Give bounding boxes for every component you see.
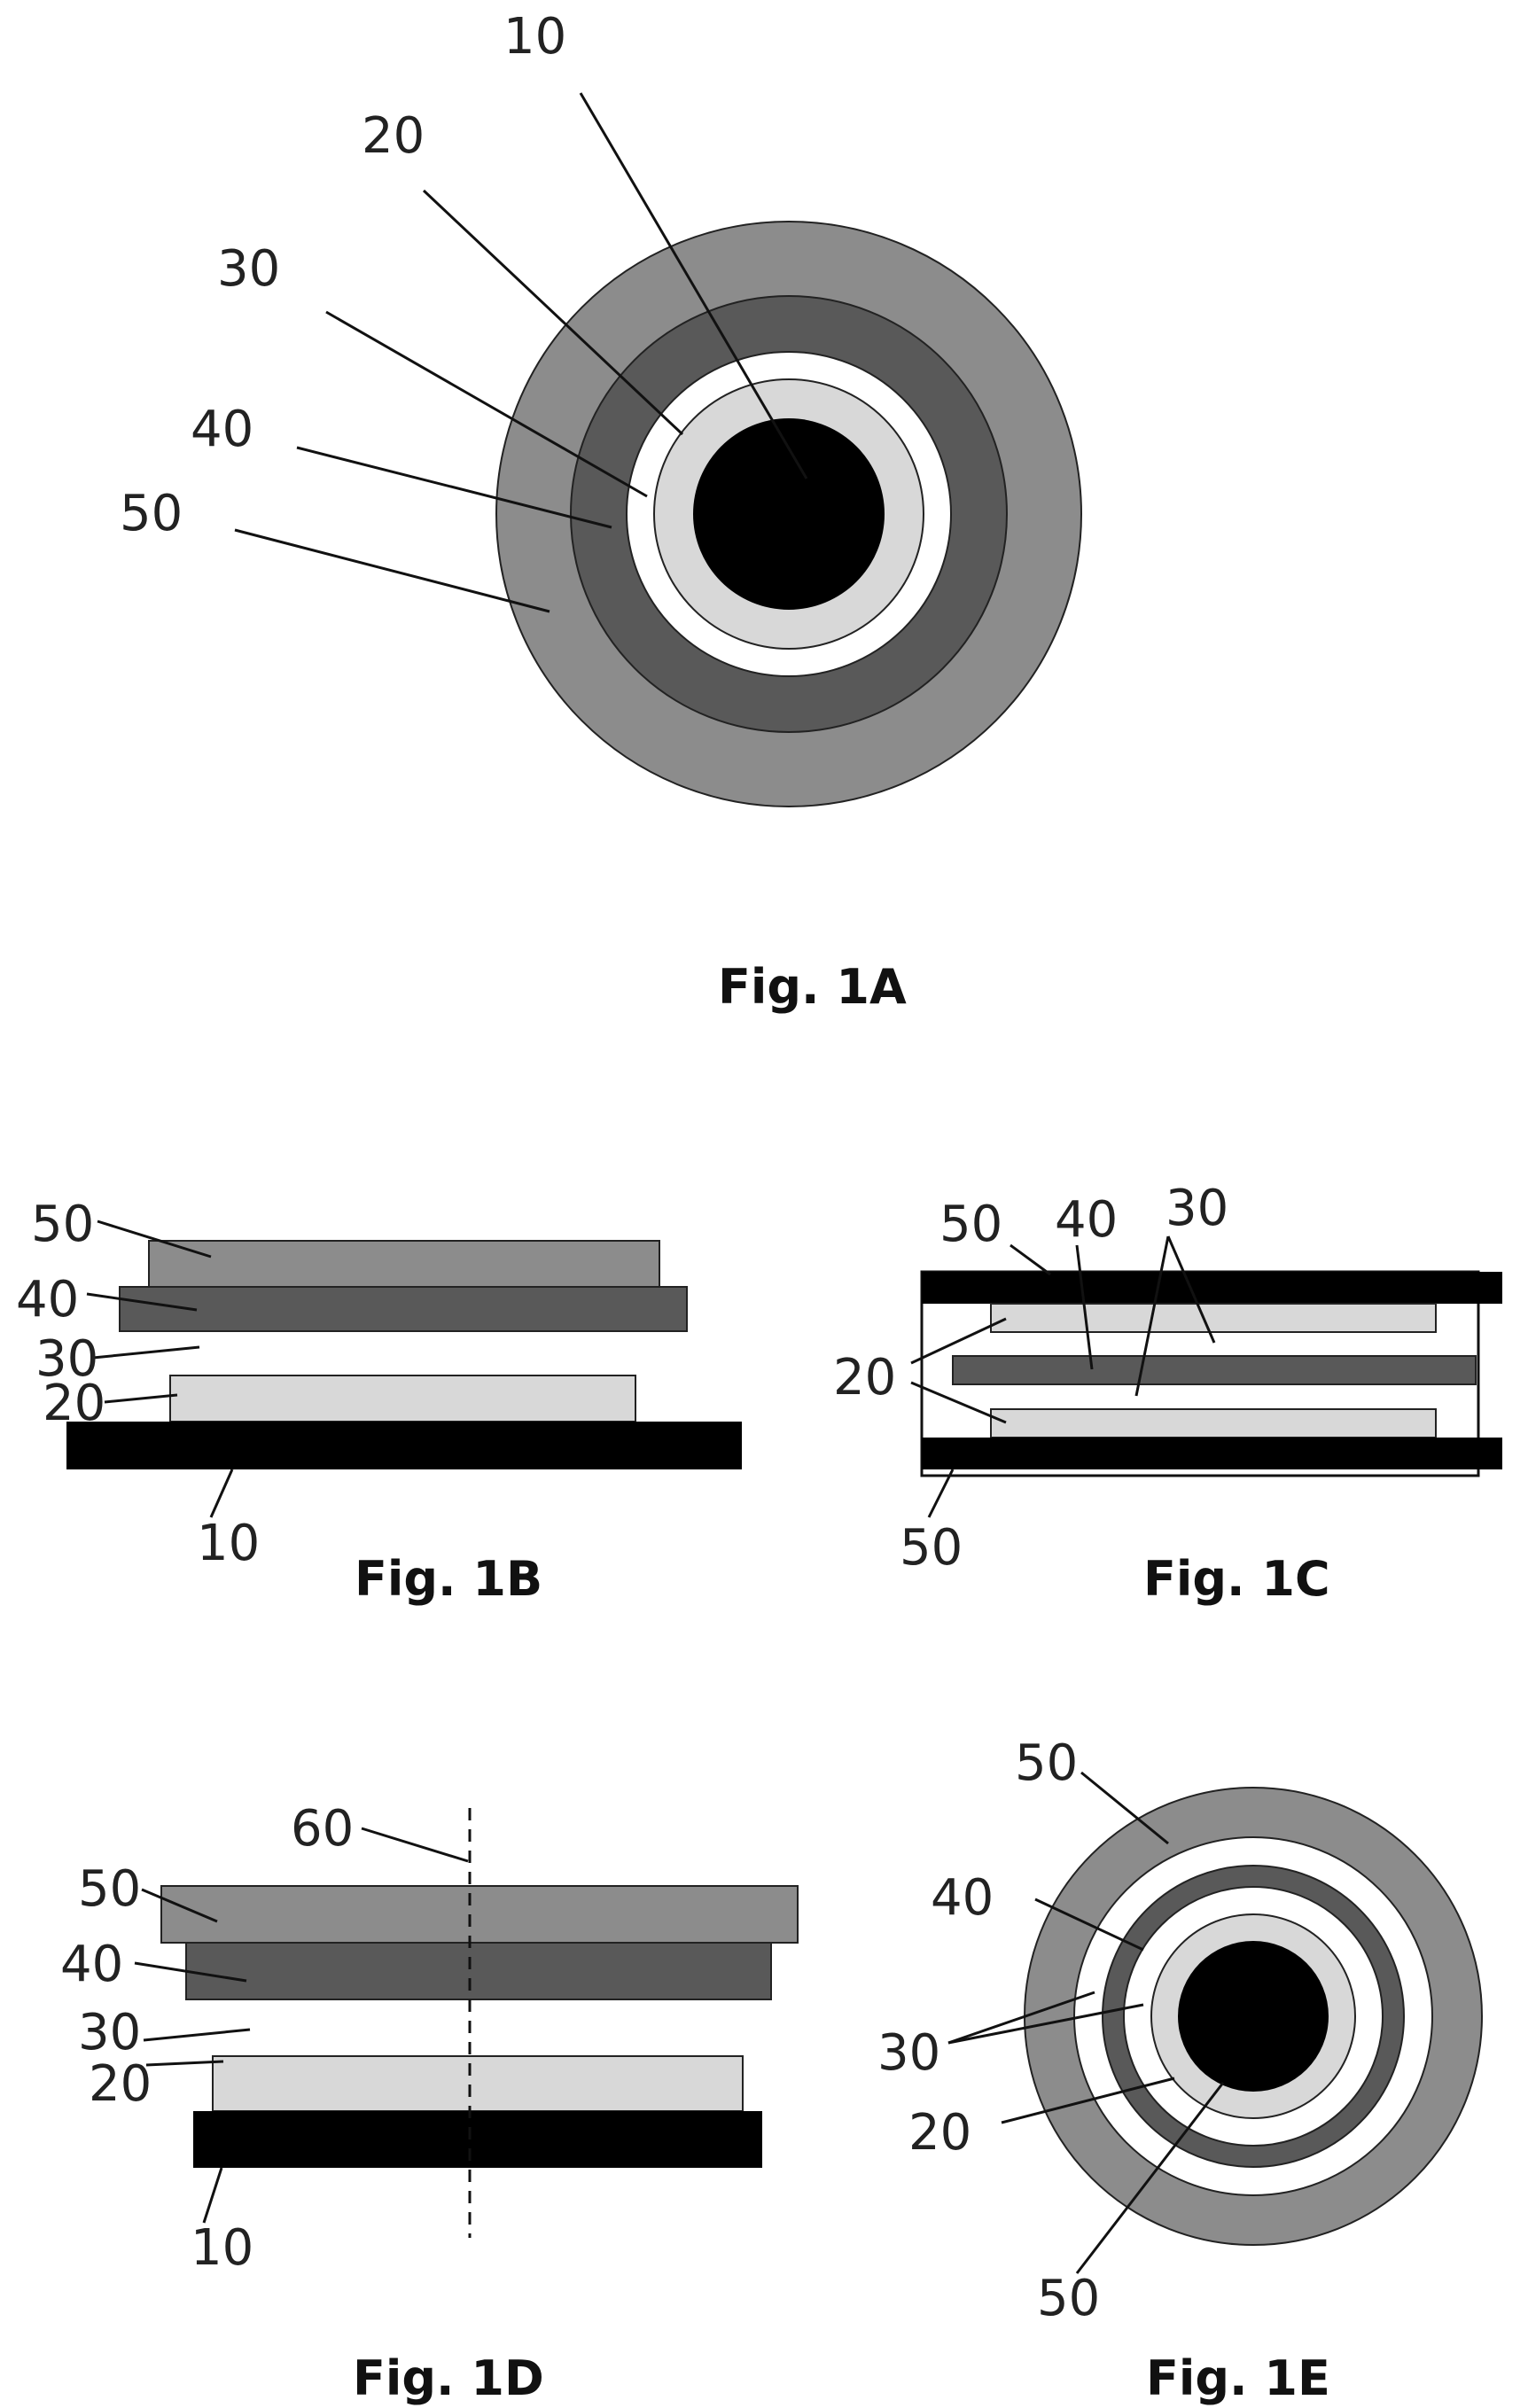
label-10: 10: [197, 1515, 260, 1572]
layer-50-slab: [161, 1886, 798, 1943]
fig-1d: 60 50 40 30 20 10 Fig. 1D: [60, 1800, 798, 2406]
leader-50-top: [1010, 1245, 1050, 1274]
caption-fig-1c: Fig. 1C: [1143, 1551, 1330, 1607]
label-40: 40: [60, 1936, 123, 1993]
label-30: 30: [877, 2024, 940, 2082]
leader-20: [146, 2061, 223, 2065]
layer-50-slab: [149, 1241, 659, 1287]
layer-20-slab: [170, 1375, 635, 1422]
layer-10-base: [66, 1422, 742, 1469]
layer-40-center-slab: [953, 1356, 1476, 1384]
label-50: 50: [120, 485, 183, 542]
label-50-outer: 50: [1015, 1734, 1078, 1792]
label-20: 20: [89, 2055, 152, 2113]
layer-50-top-plate: [922, 1272, 1502, 1304]
label-20: 20: [908, 2104, 971, 2162]
label-60: 60: [291, 1800, 354, 1858]
label-30: 30: [78, 2004, 141, 2061]
label-10: 10: [503, 8, 566, 66]
layer-20-lower-slab: [991, 1409, 1436, 1438]
leader-20: [105, 1395, 177, 1402]
layer-40-slab: [120, 1287, 687, 1331]
label-10: 10: [191, 2219, 253, 2277]
caption-fig-1e: Fig. 1E: [1146, 2350, 1330, 2406]
label-20: 20: [362, 107, 425, 165]
label-50-core: 50: [1037, 2270, 1100, 2327]
caption-fig-1a: Fig. 1A: [718, 959, 907, 1015]
label-50: 50: [78, 1860, 141, 1918]
fig-1b: 50 40 30 20 10 Fig. 1B: [16, 1196, 742, 1607]
layer-50-bottom-plate: [922, 1438, 1502, 1469]
leader-60: [362, 1828, 468, 1861]
leader-10: [204, 2168, 222, 2223]
label-40: 40: [1055, 1191, 1118, 1249]
label-50-top: 50: [939, 1196, 1002, 1253]
fig-1c: 50 40 30 20 50 Fig. 1C: [833, 1180, 1502, 1607]
layer-10-base: [193, 2111, 762, 2168]
layer-20-upper-slab: [991, 1304, 1436, 1332]
label-50-bottom: 50: [900, 1519, 963, 1577]
leader-10: [211, 1469, 232, 1517]
fig-1a: 10 20 30 40 50 Fig. 1A: [120, 8, 1081, 1015]
caption-fig-1b: Fig. 1B: [355, 1551, 542, 1607]
label-40: 40: [931, 1869, 994, 1927]
label-30: 30: [1165, 1180, 1228, 1237]
label-20: 20: [43, 1375, 105, 1432]
label-50: 50: [31, 1196, 94, 1253]
leader-30: [93, 1347, 199, 1358]
label-40: 40: [191, 401, 253, 458]
layer-20-slab: [213, 2056, 743, 2111]
fig-1e: 50 40 30 20 50 Fig. 1E: [877, 1734, 1482, 2406]
label-20: 20: [833, 1349, 896, 1407]
caption-fig-1d: Fig. 1D: [353, 2350, 544, 2406]
leader-30: [144, 2030, 250, 2040]
layer-40-slab: [186, 1943, 771, 1999]
layer-50-core: [1178, 1941, 1329, 2092]
label-30: 30: [217, 240, 280, 298]
label-40: 40: [16, 1271, 79, 1329]
